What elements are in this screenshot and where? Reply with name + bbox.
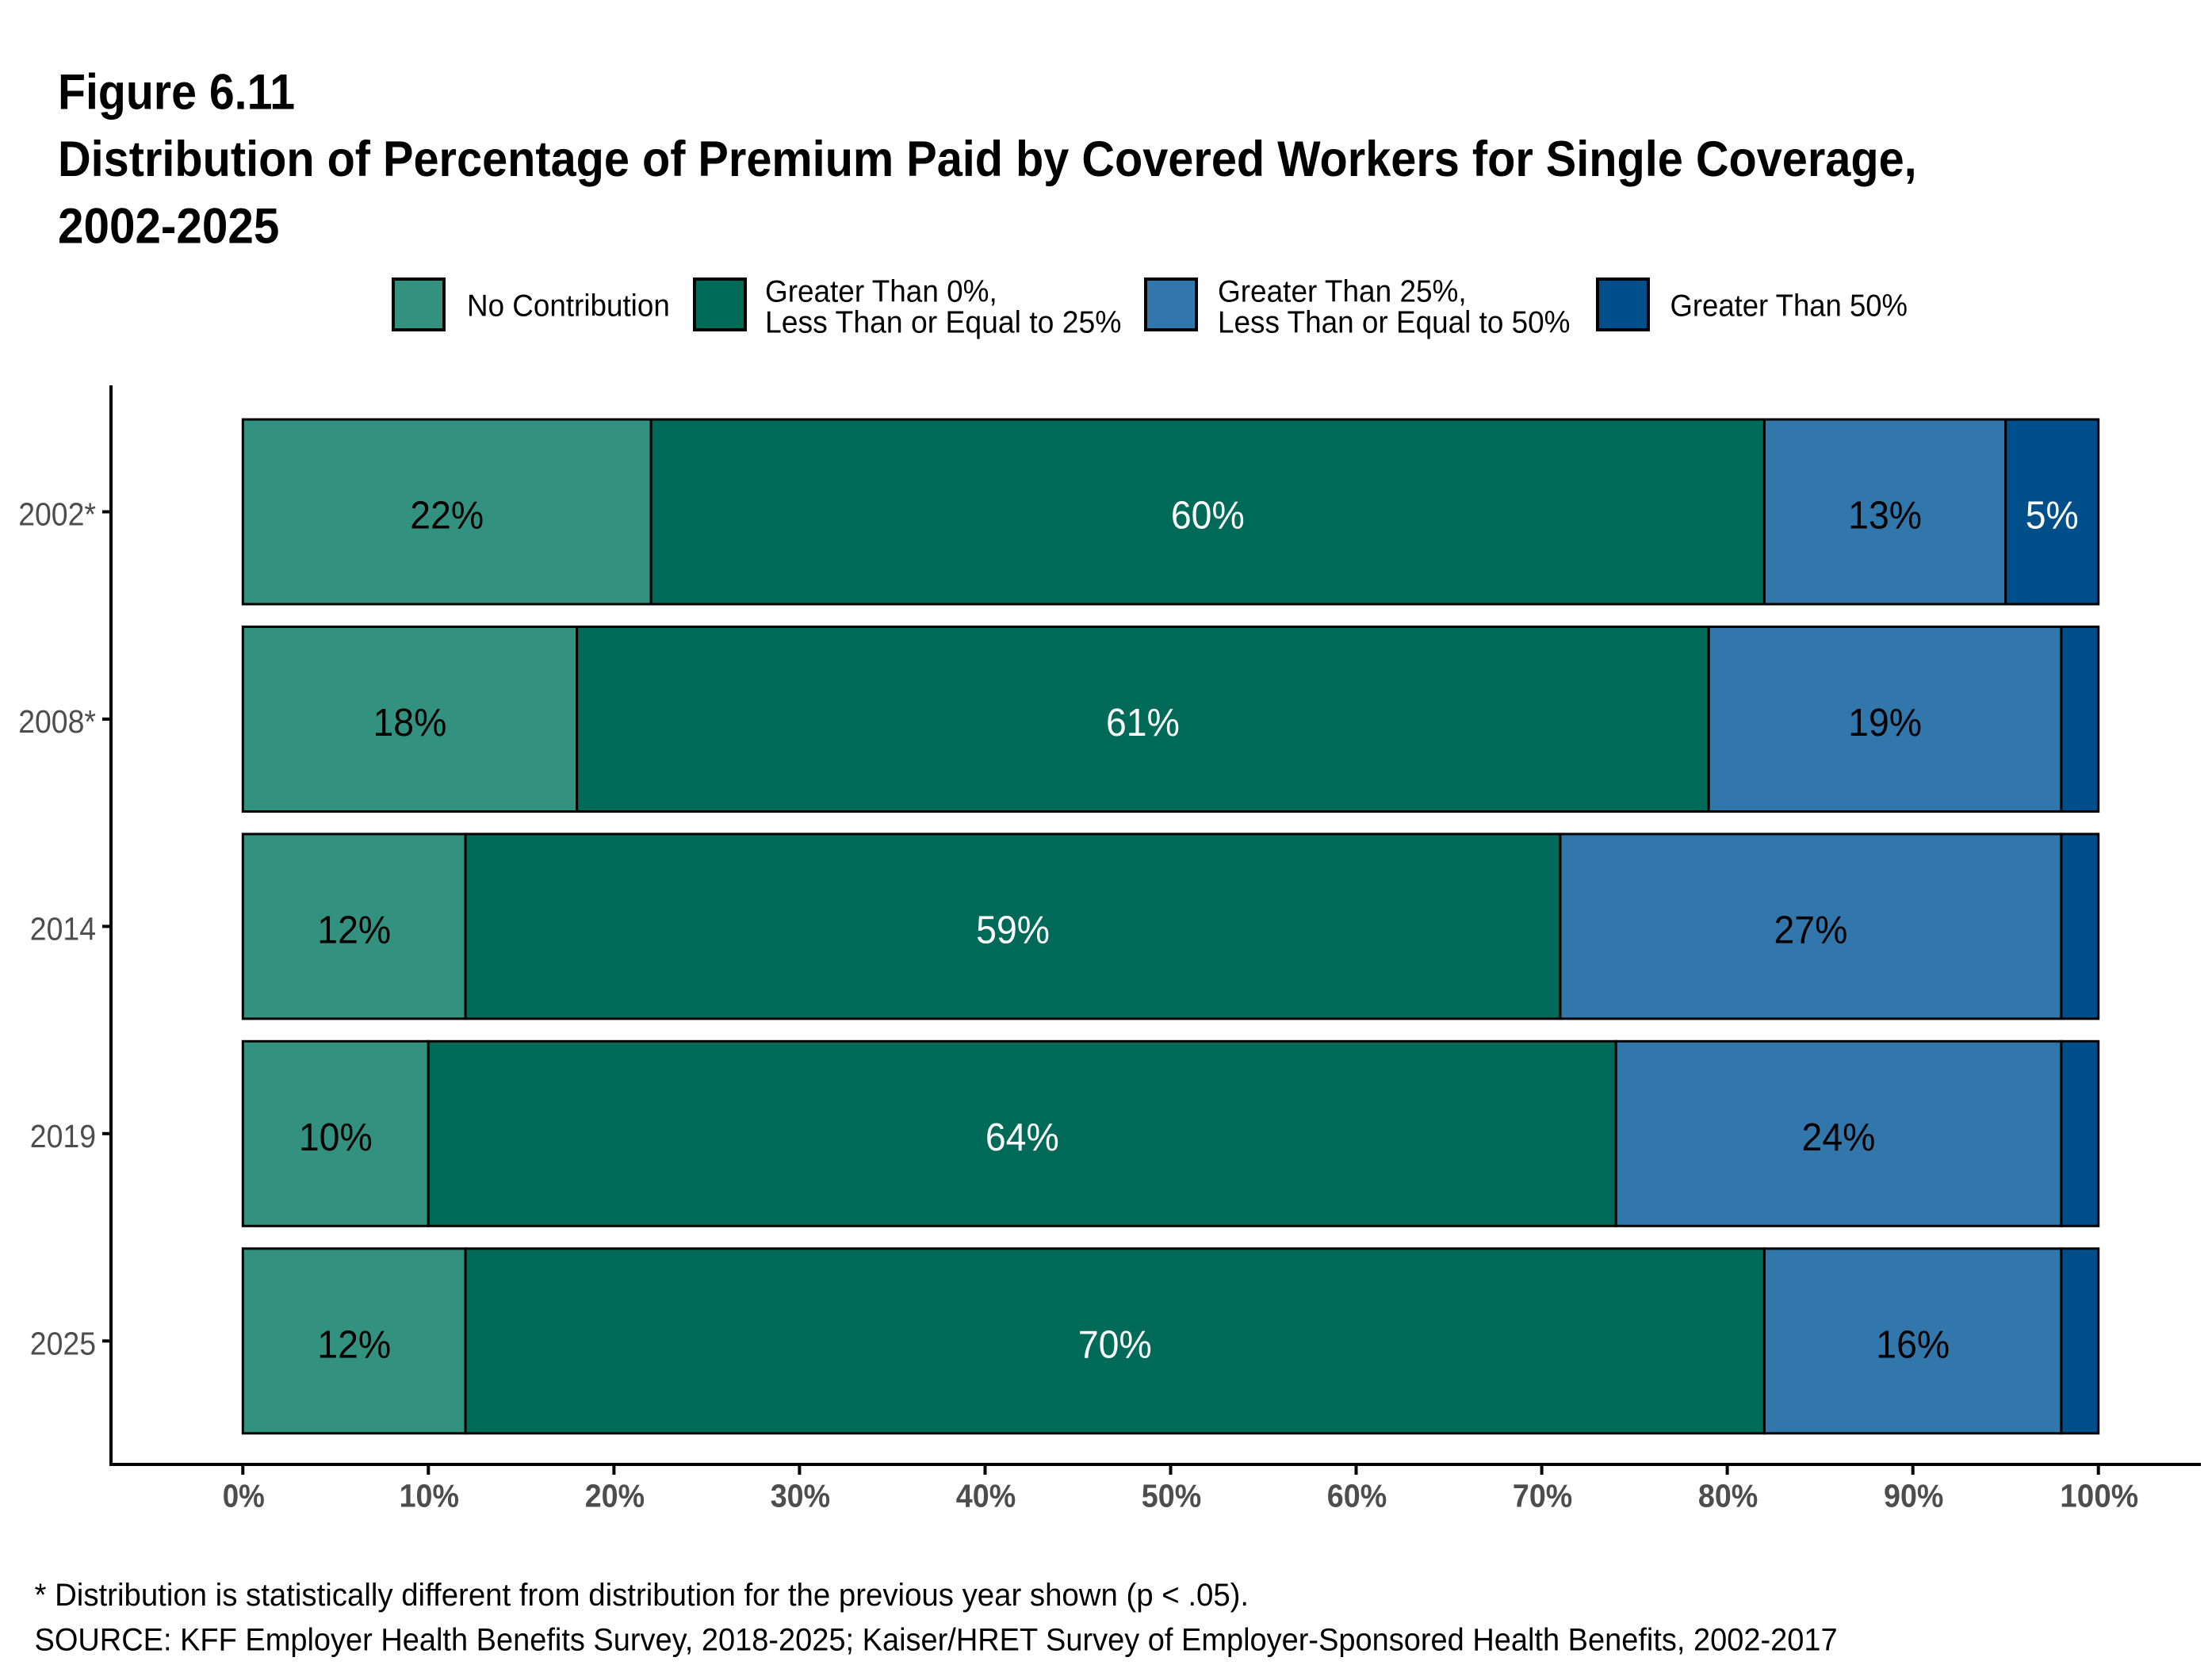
svg-text:Distribution of Percentage of: Distribution of Percentage of Premium Pa… xyxy=(58,132,1917,187)
svg-text:0%: 0% xyxy=(223,1478,265,1514)
svg-text:20%: 20% xyxy=(585,1478,645,1514)
svg-text:Greater Than 0%,: Greater Than 0%, xyxy=(765,275,997,309)
svg-text:2002-2025: 2002-2025 xyxy=(58,199,279,255)
svg-text:13%: 13% xyxy=(1848,494,1922,538)
svg-text:61%: 61% xyxy=(1106,701,1180,744)
svg-text:22%: 22% xyxy=(410,494,484,538)
svg-text:SOURCE: KFF Employer Health Be: SOURCE: KFF Employer Health Benefits Sur… xyxy=(35,1622,1838,1657)
svg-text:Greater Than 25%,: Greater Than 25%, xyxy=(1218,275,1467,309)
svg-text:Less Than or Equal to 25%: Less Than or Equal to 25% xyxy=(765,306,1122,340)
svg-text:12%: 12% xyxy=(317,1322,391,1366)
svg-text:40%: 40% xyxy=(956,1478,1016,1514)
svg-text:12%: 12% xyxy=(317,908,391,951)
svg-text:30%: 30% xyxy=(771,1478,830,1514)
svg-text:16%: 16% xyxy=(1876,1322,1950,1366)
svg-text:Less Than or Equal to 50%: Less Than or Equal to 50% xyxy=(1218,306,1571,340)
svg-text:Greater Than 50%: Greater Than 50% xyxy=(1670,289,1908,323)
svg-text:90%: 90% xyxy=(1884,1478,1943,1514)
svg-text:80%: 80% xyxy=(1698,1478,1758,1514)
svg-text:64%: 64% xyxy=(985,1116,1059,1159)
svg-text:2014: 2014 xyxy=(30,910,96,947)
svg-text:No Contribution: No Contribution xyxy=(467,289,670,323)
svg-text:24%: 24% xyxy=(1802,1116,1876,1159)
svg-text:59%: 59% xyxy=(976,908,1050,951)
svg-text:60%: 60% xyxy=(1327,1478,1387,1514)
svg-text:18%: 18% xyxy=(373,701,446,744)
svg-text:2002*: 2002* xyxy=(18,496,96,533)
svg-text:* Distribution is statisticall: * Distribution is statistically differen… xyxy=(35,1578,1250,1613)
svg-text:27%: 27% xyxy=(1774,908,1847,951)
svg-text:70%: 70% xyxy=(1513,1478,1572,1514)
svg-text:70%: 70% xyxy=(1078,1322,1152,1366)
svg-text:100%: 100% xyxy=(2060,1478,2138,1514)
svg-text:5%: 5% xyxy=(2026,494,2079,538)
svg-text:10%: 10% xyxy=(299,1116,373,1159)
svg-text:60%: 60% xyxy=(1171,494,1245,538)
svg-text:Figure 6.11: Figure 6.11 xyxy=(58,65,295,121)
svg-text:50%: 50% xyxy=(1142,1478,1201,1514)
svg-text:2008*: 2008* xyxy=(18,703,96,740)
svg-text:19%: 19% xyxy=(1848,701,1922,744)
svg-text:2019: 2019 xyxy=(30,1118,96,1154)
svg-text:10%: 10% xyxy=(400,1478,459,1514)
svg-text:2025: 2025 xyxy=(30,1325,96,1361)
